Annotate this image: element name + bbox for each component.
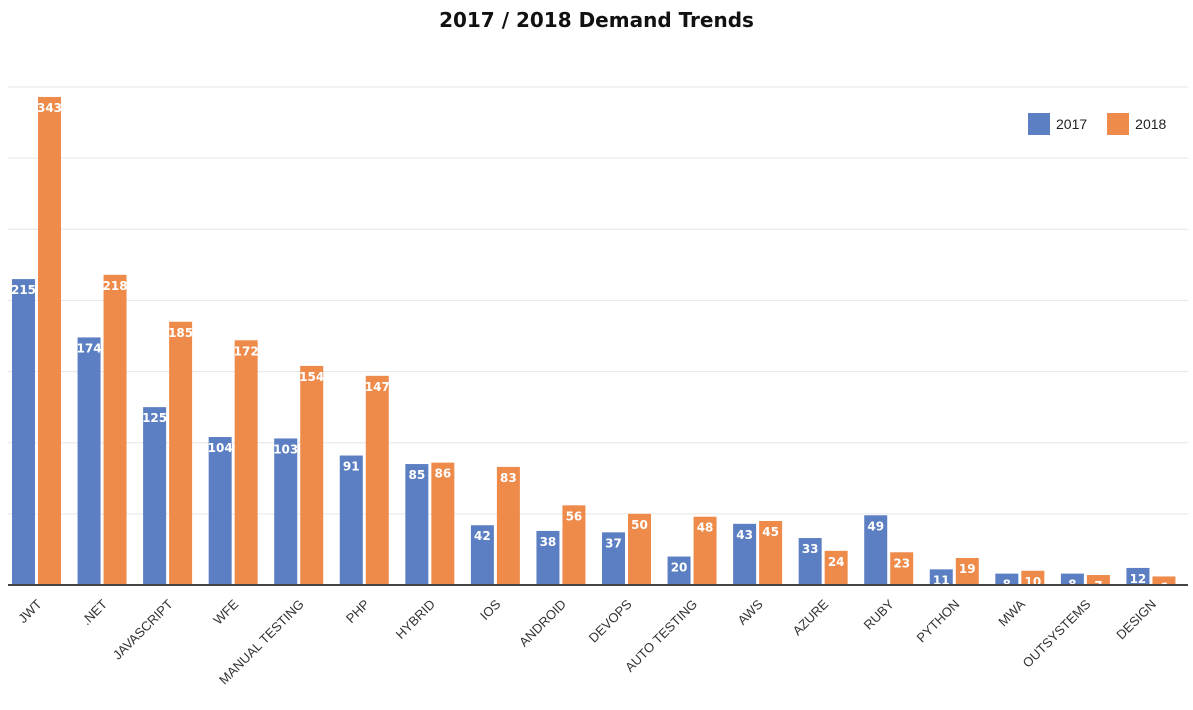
- data-label: 125: [142, 411, 167, 425]
- data-label: 33: [802, 542, 819, 556]
- data-label: 86: [434, 467, 451, 481]
- bar-2018-hybrid: [431, 462, 455, 585]
- bar-2017-auto-testing: [667, 556, 691, 585]
- data-label: 20: [671, 561, 688, 575]
- bar-2017-python: [929, 569, 953, 585]
- x-tick-label: DEVOPS: [586, 596, 635, 645]
- bar-2017-php: [339, 455, 363, 585]
- x-tick-label: AWS: [735, 596, 766, 627]
- data-label: 104: [208, 441, 233, 455]
- data-label: 43: [736, 528, 753, 542]
- data-label: 6: [1160, 580, 1168, 594]
- bar-2017-azure: [798, 538, 822, 585]
- data-label: 185: [168, 326, 193, 340]
- legend-item-2018: 2018: [1107, 113, 1166, 135]
- data-label: 19: [959, 562, 976, 576]
- x-tick-label: .NET: [79, 596, 111, 628]
- bar-2018--net: [103, 274, 127, 585]
- data-labels: 215 343 174 218 125 185 104 172 103 154 91 147 85 86 4…: [11, 101, 1168, 595]
- legend-label-2017: 2017: [1056, 116, 1088, 132]
- bar-2017-hybrid: [405, 464, 429, 585]
- bar-2018-android: [562, 505, 586, 585]
- bar-2018-ruby: [890, 552, 914, 585]
- legend-swatch-2018: [1107, 113, 1130, 135]
- bar-2017-mwa: [995, 573, 1019, 585]
- bar-2017-outsystems: [1060, 573, 1084, 585]
- data-label: 23: [893, 556, 910, 570]
- data-label: 343: [37, 101, 62, 115]
- x-tick-label: JWT: [15, 596, 45, 626]
- bar-2017--net: [77, 337, 101, 585]
- bar-2018-design: [1152, 576, 1176, 585]
- bar-2017-aws: [733, 523, 757, 585]
- data-label: 49: [867, 519, 884, 533]
- bar-2017-manual-testing: [274, 438, 298, 585]
- data-label: 38: [540, 535, 557, 549]
- x-tick-label: RUBY: [861, 596, 897, 632]
- x-tick-label: JAVASCRIPT: [110, 596, 176, 662]
- data-label: 85: [408, 468, 425, 482]
- bar-2017-javascript: [143, 407, 167, 585]
- data-label: 45: [762, 525, 779, 539]
- bar-2017-jwt: [12, 279, 35, 585]
- x-tick-label: AUTO TESTING: [622, 597, 700, 675]
- bar-2017-ruby: [864, 515, 888, 585]
- data-label: 218: [103, 279, 128, 293]
- legend-swatch-2017: [1028, 113, 1050, 135]
- data-label: 42: [474, 529, 491, 543]
- bar-2018-javascript: [169, 321, 193, 585]
- data-label: 37: [605, 536, 622, 550]
- x-tick-label: ANDROID: [516, 597, 569, 650]
- legend: 2017 2018: [1028, 113, 1186, 135]
- x-tick-label: AZURE: [790, 596, 832, 638]
- data-label: 172: [234, 344, 259, 358]
- bar-2018-outsystems: [1086, 575, 1110, 585]
- x-tick-label: WFE: [210, 596, 241, 627]
- x-tick-label: PYTHON: [913, 597, 962, 646]
- data-label: 50: [631, 518, 648, 532]
- data-label: 91: [343, 460, 360, 474]
- bar-2018-ios: [496, 466, 520, 585]
- data-label: 56: [566, 509, 583, 523]
- bar-2018-python: [955, 557, 979, 585]
- bar-2018-aws: [759, 520, 783, 585]
- bar-2017-design: [1126, 567, 1150, 585]
- data-label: 24: [828, 555, 845, 569]
- x-tick-label: MWA: [995, 596, 1028, 629]
- data-label: 10: [1024, 575, 1041, 589]
- data-label: 11: [933, 573, 950, 587]
- data-label: 7: [1094, 579, 1102, 593]
- data-label: 147: [365, 380, 390, 394]
- data-label: 12: [1130, 572, 1147, 586]
- bar-2018-manual-testing: [300, 365, 324, 585]
- legend-label-2018: 2018: [1135, 116, 1167, 132]
- bar-2017-ios: [470, 525, 494, 585]
- legend-item-2017: 2017: [1028, 113, 1087, 135]
- x-tick-label: IOS: [477, 596, 504, 623]
- bar-2018-mwa: [1021, 570, 1045, 585]
- x-tick-label: HYBRID: [393, 597, 438, 642]
- data-label: 83: [500, 471, 517, 485]
- bar-2018-jwt: [38, 96, 61, 586]
- chart-title: 2017 / 2018 Demand Trends: [439, 8, 754, 32]
- bar-2017-devops: [602, 532, 625, 585]
- bar-2018-wfe: [234, 340, 258, 585]
- bar-2018-devops: [628, 513, 651, 585]
- data-label: 154: [299, 370, 324, 384]
- bar-2018-azure: [824, 550, 848, 585]
- data-label: 174: [77, 341, 102, 355]
- data-label: 215: [11, 283, 36, 297]
- x-tick-label: DESIGN: [1113, 597, 1159, 643]
- x-tick-label: PHP: [343, 597, 373, 627]
- bar-2017-wfe: [208, 437, 232, 585]
- bars: [12, 96, 1176, 586]
- data-label: 48: [697, 521, 714, 535]
- bar-2018-php: [365, 375, 389, 585]
- bar-2018-auto-testing: [693, 516, 717, 585]
- data-label: 103: [273, 442, 298, 456]
- x-tick-label: OUTSYSTEMS: [1020, 596, 1094, 670]
- bar-2017-android: [536, 530, 560, 585]
